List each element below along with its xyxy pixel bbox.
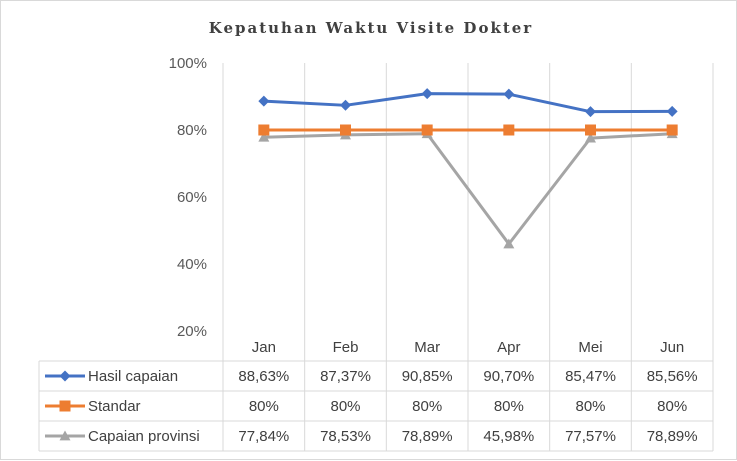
- data-label: 90,85%: [402, 368, 453, 385]
- x-tick-label: Jan: [252, 339, 276, 356]
- legend-key: [45, 430, 85, 441]
- data-point: [421, 124, 433, 136]
- y-axis: 20% 40% 60% 80% 100%: [169, 55, 207, 340]
- x-tick-label: Apr: [497, 339, 520, 356]
- data-label: 80%: [657, 398, 687, 415]
- data-label: 90,70%: [483, 368, 534, 385]
- y-tick-label: 80%: [177, 122, 207, 139]
- data-point: [585, 132, 596, 143]
- data-table: Jan Feb Mar Apr Mei Jun Hasil capaian 88,63% 87,…: [38, 339, 713, 452]
- data-point: [59, 430, 71, 441]
- data-label: 78,89%: [647, 428, 698, 445]
- series-line: [263, 92, 673, 114]
- x-tick-label: Mar: [414, 339, 440, 356]
- data-point: [258, 131, 270, 142]
- series-layer: [258, 88, 678, 249]
- data-point: [503, 124, 515, 136]
- data-point: [258, 124, 270, 136]
- data-label: 45,98%: [483, 428, 534, 445]
- data-point: [340, 124, 351, 136]
- data-point: [666, 105, 678, 117]
- legend-label: Hasil capaian: [88, 368, 178, 385]
- series-standar: [258, 124, 678, 136]
- legend-key: [45, 400, 85, 412]
- data-label: 80%: [249, 398, 279, 415]
- chart-title: Kepatuhan Waktu Visite Dokter: [209, 19, 533, 37]
- data-label: 80%: [575, 398, 605, 415]
- data-point: [421, 88, 433, 100]
- data-label: 78,89%: [402, 428, 453, 445]
- data-label: 78,53%: [320, 428, 371, 445]
- y-tick-label: 60%: [177, 189, 207, 206]
- data-point: [59, 400, 71, 412]
- series-line: [263, 132, 673, 246]
- data-point: [666, 124, 678, 136]
- data-point: [59, 370, 71, 382]
- data-label: 85,56%: [647, 368, 698, 385]
- data-label: 87,37%: [320, 368, 371, 385]
- data-label: 77,84%: [238, 428, 289, 445]
- series-hasil-capaian: [258, 88, 678, 118]
- data-label: 77,57%: [565, 428, 616, 445]
- y-tick-label: 20%: [177, 323, 207, 340]
- legend-key: [45, 370, 85, 382]
- data-label: 80%: [412, 398, 442, 415]
- x-tick-label: Feb: [333, 339, 359, 356]
- data-label: 88,63%: [238, 368, 289, 385]
- y-tick-label: 40%: [177, 256, 207, 273]
- legend-label: Standar: [88, 398, 141, 415]
- data-label: 80%: [330, 398, 360, 415]
- data-label: 80%: [494, 398, 524, 415]
- x-tick-label: Jun: [660, 339, 684, 356]
- data-label: 85,47%: [565, 368, 616, 385]
- data-point: [258, 95, 270, 107]
- data-point: [503, 88, 515, 100]
- data-point: [585, 106, 596, 118]
- data-point: [340, 99, 351, 111]
- data-point: [585, 124, 596, 136]
- x-tick-label: Mei: [578, 339, 602, 356]
- y-tick-label: 100%: [169, 55, 207, 72]
- data-point: [503, 238, 515, 249]
- grid: [222, 63, 714, 451]
- legend-label: Capaian provinsi: [88, 428, 200, 445]
